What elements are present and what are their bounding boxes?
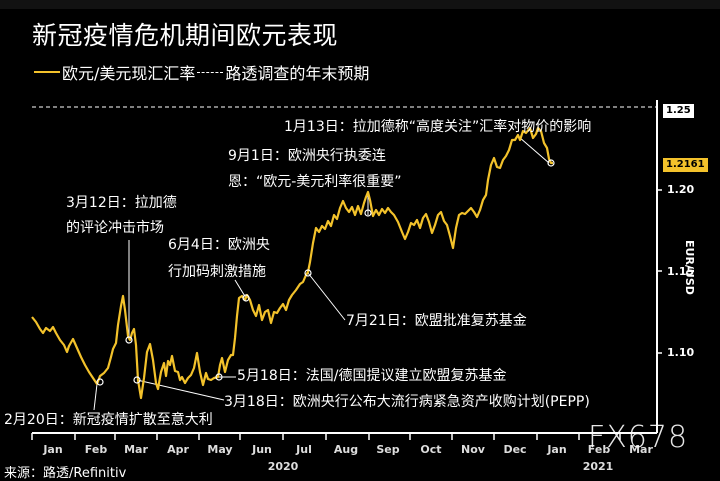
legend: 欧元/美元现汇汇率 路透调查的年末预期	[34, 60, 369, 84]
forecast-value-box: 1.25	[663, 104, 694, 118]
x-tick-label: Feb	[587, 443, 611, 456]
x-tick-label: Feb	[84, 443, 108, 456]
annotation-sep1-line2: 恩：“欧元-美元利率很重要”	[228, 174, 402, 190]
annotation-may18: 5月18日：法国/德国提议建立欧盟复苏基金	[237, 368, 507, 384]
y-tick-label: 1.10	[667, 346, 695, 359]
legend-line-label: 欧元/美元现汇汇率	[62, 64, 196, 83]
legend-dashed-swatch	[197, 71, 224, 73]
chart-title: 新冠疫情危机期间欧元表现	[32, 21, 339, 50]
annotation-sep1-line1: 9月1日：欧洲央行执委连	[228, 148, 386, 164]
top-bar	[0, 0, 720, 9]
x-tick-label: Oct	[420, 443, 442, 456]
legend-line-swatch	[34, 71, 60, 73]
y-axis-title: EUR/USD	[683, 240, 696, 295]
annotation-jul21: 7月21日：欧盟批准复苏基金	[346, 313, 527, 329]
x-tick-label: Jan	[43, 443, 63, 456]
current-value-box: 1.2161	[663, 158, 708, 172]
x-tick-label: Aug	[333, 443, 359, 456]
annotation-mar12-line2: 的评论冲击市场	[66, 220, 164, 236]
eurusd-line	[31, 126, 553, 400]
annotation-feb20: 2月20日：新冠疫情扩散至意大利	[4, 412, 213, 428]
year-label: 2020	[267, 460, 299, 473]
annotation-mar18: 3月18日：欧洲央行公布大流行病紧急资产收购计划(PEPP)	[224, 394, 590, 410]
x-tick-label: Sep	[376, 443, 400, 456]
annotation-jan13: 1月13日：拉加德称“高度关注”汇率对物价的影响	[284, 119, 592, 135]
x-tick-label: Dec	[503, 443, 527, 456]
annotation-mar12-line1: 3月12日：拉加德	[66, 195, 177, 211]
x-tick-label: Mar	[629, 443, 653, 456]
x-tick-label: Apr	[167, 443, 189, 456]
x-axis-ticks	[31, 433, 621, 440]
x-tick-label: Jun	[252, 443, 272, 456]
source-note: 来源：路透/Refinitiv	[4, 466, 127, 481]
x-tick-label: Mar	[124, 443, 148, 456]
annotation-jun4-line2: 行加码刺激措施	[168, 264, 266, 280]
event-markers	[96, 159, 555, 386]
annotation-jun4-line1: 6月4日：欧洲央	[168, 237, 270, 253]
year-label: 2021	[582, 460, 614, 473]
x-tick-label: Nov	[461, 443, 485, 456]
legend-dashed-label: 路透调查的年末预期	[225, 64, 370, 83]
watermark: FX678	[588, 420, 689, 455]
x-tick-label: Jul	[296, 443, 312, 456]
y-tick-label: 1.15	[667, 265, 695, 278]
x-tick-label: May	[207, 443, 233, 456]
x-tick-label: Jan	[547, 443, 567, 456]
y-tick-label: 1.20	[667, 183, 695, 196]
